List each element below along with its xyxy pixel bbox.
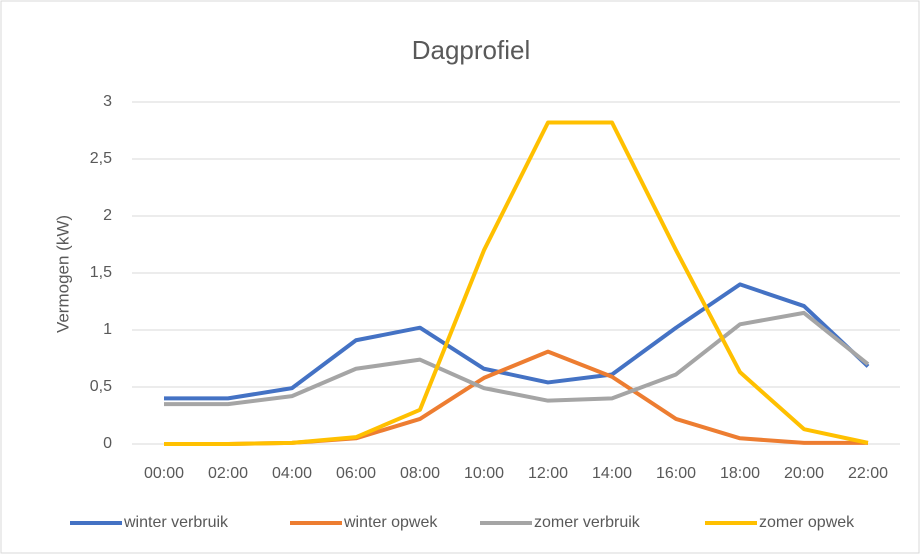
x-tick-label: 08:00 — [400, 465, 440, 482]
series-line — [164, 310, 870, 407]
x-tick-label: 12:00 — [528, 465, 568, 482]
y-tick-label: 2,5 — [90, 150, 112, 167]
y-axis-label: Vermogen (kW) — [53, 215, 72, 333]
legend-label: zomer opwek — [759, 514, 855, 531]
chart-title: Dagprofiel — [412, 35, 531, 65]
series-line — [164, 120, 869, 446]
x-tick-label: 06:00 — [336, 465, 376, 482]
y-tick-label: 2 — [103, 207, 112, 224]
y-tick-label: 1,5 — [90, 264, 112, 281]
series-line — [164, 282, 870, 401]
x-tick-label: 10:00 — [464, 465, 504, 482]
legend-label: winter opwek — [343, 514, 438, 531]
legend-label: zomer verbruik — [534, 514, 641, 531]
x-tick-label: 04:00 — [272, 465, 312, 482]
y-tick-label: 0,5 — [90, 378, 112, 395]
x-tick-label: 02:00 — [208, 465, 248, 482]
legend-label: winter verbruik — [123, 514, 229, 531]
y-tick-label: 0 — [103, 435, 112, 452]
x-tick-label: 22:00 — [848, 465, 888, 482]
x-tick-label: 14:00 — [592, 465, 632, 482]
x-tick-label: 18:00 — [720, 465, 760, 482]
x-tick-label: 20:00 — [784, 465, 824, 482]
x-tick-label: 16:00 — [656, 465, 696, 482]
x-tick-label: 00:00 — [144, 465, 184, 482]
y-tick-label: 3 — [103, 93, 112, 110]
y-tick-label: 1 — [103, 321, 112, 338]
